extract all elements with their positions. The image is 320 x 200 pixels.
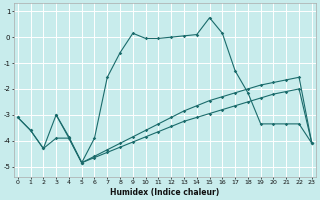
X-axis label: Humidex (Indice chaleur): Humidex (Indice chaleur) <box>110 188 220 197</box>
